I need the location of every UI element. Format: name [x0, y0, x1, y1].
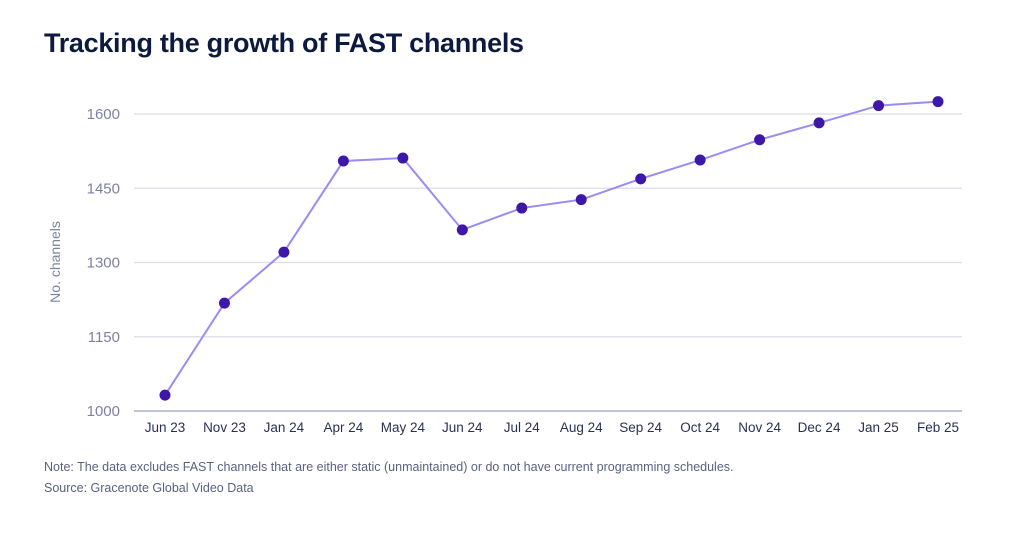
- x-tick-label: Feb 25: [917, 420, 959, 435]
- data-point: [873, 100, 885, 112]
- series: [159, 96, 944, 401]
- x-tick-label: Jan 24: [264, 420, 305, 435]
- data-point: [932, 96, 944, 108]
- x-tick-label: Sep 24: [619, 420, 662, 435]
- x-tick-label: Jun 23: [145, 420, 186, 435]
- x-tick-label: Nov 23: [203, 420, 246, 435]
- data-point: [813, 117, 825, 129]
- data-point: [694, 154, 706, 166]
- data-point: [575, 194, 587, 206]
- data-point: [456, 224, 468, 236]
- data-point: [159, 389, 171, 401]
- x-tick-label: May 24: [381, 420, 426, 435]
- y-tick-label: 1000: [87, 403, 120, 420]
- y-tick-label: 1450: [87, 180, 120, 197]
- data-point: [397, 152, 409, 164]
- x-tick-label: Jul 24: [504, 420, 541, 435]
- data-point: [754, 134, 766, 146]
- y-tick-label: 1600: [87, 106, 120, 123]
- x-tick-label: Apr 24: [323, 420, 363, 435]
- data-point: [635, 173, 647, 185]
- gridlines: [134, 113, 962, 338]
- y-tick-label: 1150: [88, 329, 120, 346]
- x-tick-label: Oct 24: [680, 420, 720, 435]
- data-point: [337, 155, 349, 167]
- x-tick-label: Nov 24: [738, 420, 781, 435]
- x-tick-label: Jun 24: [442, 420, 483, 435]
- data-point: [278, 246, 290, 258]
- x-tick-label: Dec 24: [798, 420, 841, 435]
- chart-note: Note: The data excludes FAST channels th…: [44, 460, 734, 474]
- chart-source: Source: Gracenote Global Video Data: [44, 481, 254, 495]
- y-axis-label: No. channels: [47, 221, 63, 303]
- y-tick-label: 1300: [87, 255, 120, 272]
- x-tick-labels: Jun 23 Nov 23 Jan 24 Apr 24 May 24 Jun 24 Jul …: [145, 420, 959, 435]
- y-tick-labels: 1000 1150 1300 1450 1600: [87, 106, 120, 420]
- x-tick-label: Aug 24: [560, 420, 603, 435]
- x-tick-label: Jan 25: [858, 420, 899, 435]
- series-line: [164, 100, 939, 396]
- data-point: [218, 297, 230, 309]
- chart-title: Tracking the growth of FAST channels: [44, 28, 524, 58]
- data-point: [516, 202, 528, 214]
